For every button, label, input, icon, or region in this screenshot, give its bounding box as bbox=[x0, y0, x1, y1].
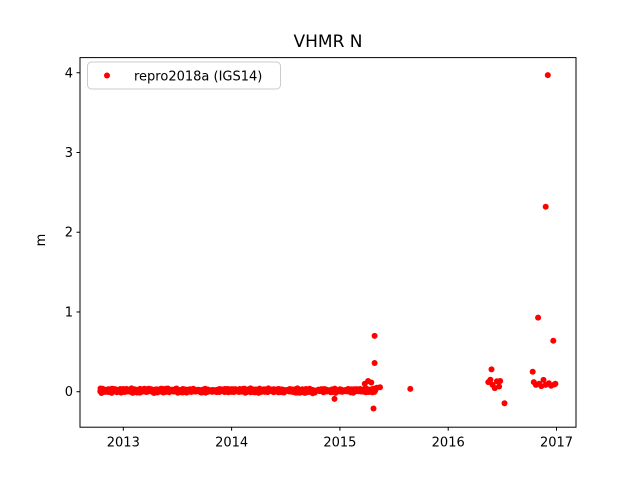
data-point bbox=[291, 386, 298, 393]
data-point bbox=[368, 379, 375, 386]
legend-box bbox=[87, 61, 281, 90]
legend-marker-icon bbox=[104, 72, 110, 79]
legend-label: repro2018a (IGS14) bbox=[134, 70, 262, 85]
data-point bbox=[240, 388, 247, 394]
y-axis-label: m bbox=[34, 234, 49, 247]
data-point bbox=[322, 388, 329, 395]
scatter-points bbox=[97, 72, 559, 412]
data-point bbox=[254, 388, 261, 394]
y-tick-label: 4 bbox=[65, 66, 73, 81]
data-point bbox=[266, 387, 273, 394]
data-point bbox=[542, 203, 549, 210]
data-point bbox=[303, 389, 310, 396]
data-point bbox=[200, 386, 207, 393]
data-point bbox=[154, 386, 161, 393]
data-point bbox=[377, 384, 383, 391]
data-point bbox=[550, 337, 557, 344]
data-point bbox=[331, 395, 338, 402]
data-point bbox=[544, 72, 551, 79]
data-point bbox=[278, 386, 285, 393]
x-tick-label: 2013 bbox=[107, 436, 140, 451]
data-point bbox=[371, 332, 378, 339]
x-tick-label: 2015 bbox=[323, 436, 356, 451]
x-tick-label: 2014 bbox=[215, 436, 248, 451]
data-point bbox=[540, 376, 547, 383]
y-tick-label: 3 bbox=[65, 146, 73, 161]
data-point bbox=[337, 387, 344, 394]
plot-title: VHMR N bbox=[293, 32, 362, 52]
data-point bbox=[248, 385, 255, 392]
data-point bbox=[355, 386, 362, 393]
data-point bbox=[487, 376, 494, 383]
data-point bbox=[112, 387, 119, 394]
data-point bbox=[361, 386, 368, 393]
data-point bbox=[214, 387, 221, 394]
y-tick-label: 0 bbox=[65, 385, 73, 400]
axes: 2013 2014 2015 2016 2017 0 1 2 3 4 bbox=[65, 57, 577, 451]
data-point bbox=[496, 383, 503, 390]
data-point bbox=[185, 387, 191, 394]
data-point bbox=[121, 387, 128, 394]
y-tick-label: 1 bbox=[65, 305, 73, 320]
data-point bbox=[501, 400, 508, 407]
data-point bbox=[102, 388, 109, 395]
legend: repro2018a (IGS14) bbox=[87, 61, 281, 90]
plot-border bbox=[79, 57, 577, 428]
data-point bbox=[535, 314, 542, 321]
data-point bbox=[222, 387, 229, 394]
data-point bbox=[230, 386, 237, 393]
x-tick-label: 2017 bbox=[540, 436, 573, 451]
data-point bbox=[235, 388, 242, 395]
data-point bbox=[488, 366, 495, 373]
data-point bbox=[341, 387, 348, 394]
data-point bbox=[497, 378, 504, 384]
data-point bbox=[370, 405, 377, 412]
data-point bbox=[329, 388, 336, 395]
data-point bbox=[142, 387, 148, 394]
data-point bbox=[407, 385, 414, 392]
data-point bbox=[163, 387, 170, 394]
data-point bbox=[189, 388, 196, 395]
data-point bbox=[316, 388, 323, 395]
data-point bbox=[346, 387, 353, 393]
data-point bbox=[297, 389, 304, 396]
data-point bbox=[552, 380, 559, 387]
data-point bbox=[134, 387, 141, 394]
y-tick-label: 2 bbox=[65, 226, 73, 241]
x-tick-label: 2016 bbox=[432, 436, 465, 451]
data-point bbox=[529, 368, 536, 375]
data-point bbox=[371, 360, 378, 366]
data-point bbox=[175, 387, 182, 393]
